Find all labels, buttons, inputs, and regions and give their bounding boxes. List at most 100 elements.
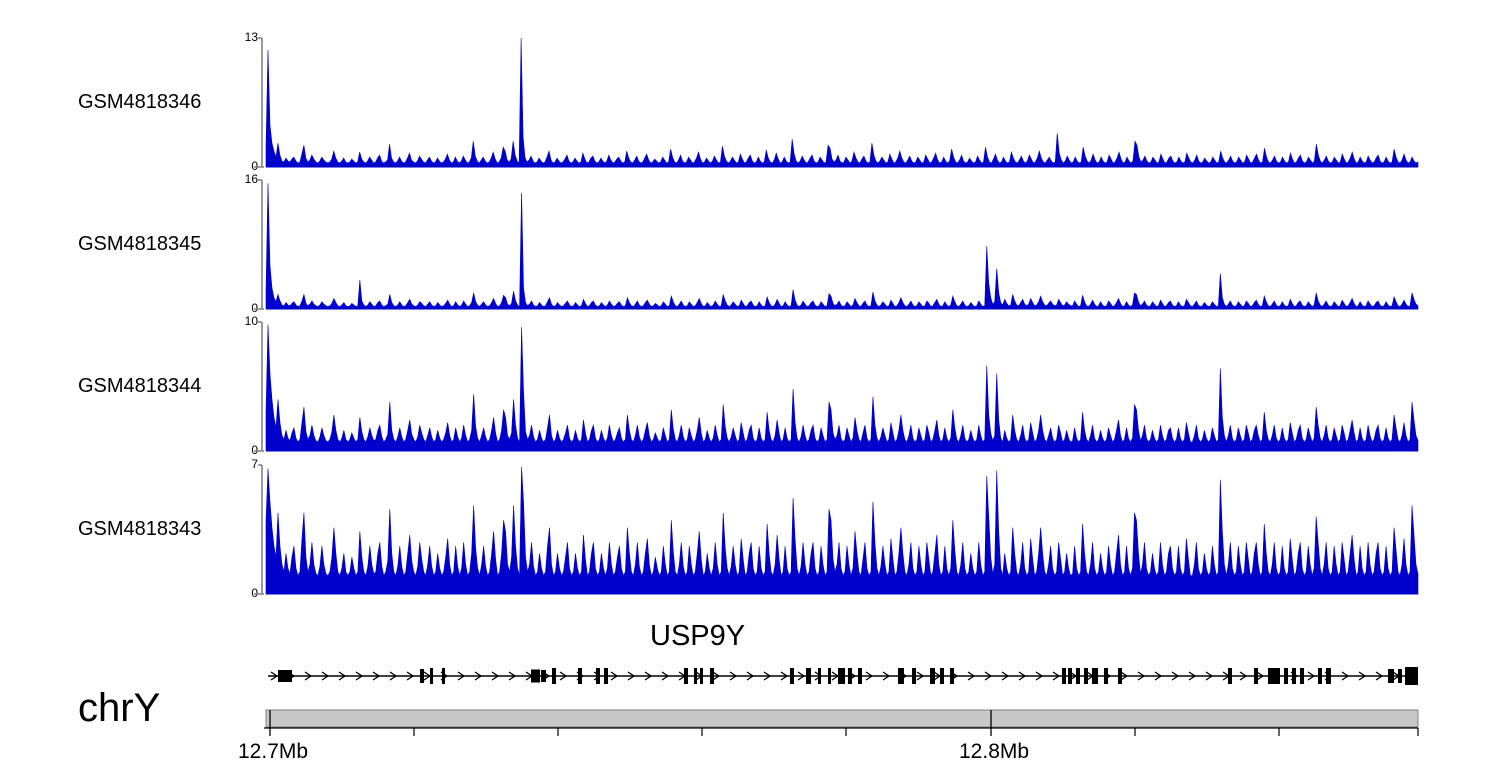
gene-exon: [1318, 668, 1322, 684]
gene-exon: [940, 668, 944, 684]
gene-model-track: [268, 667, 1418, 685]
gene-exon: [552, 668, 556, 684]
axis-min-label-GSM4818343: 0: [251, 586, 258, 600]
track-axis-bracket: [254, 37, 264, 168]
gene-exon: [420, 669, 424, 683]
signal-area-GSM4818346: [265, 37, 1419, 168]
track-axis-bracket: [254, 321, 264, 452]
gene-exon: [710, 668, 714, 684]
gene-exon: [1228, 668, 1232, 684]
strand-arrow-icon: [729, 671, 738, 681]
gene-exon: [838, 668, 845, 684]
gene-exon: [541, 670, 546, 682]
gene-exon: [1268, 668, 1280, 684]
strand-arrow-icon: [1171, 671, 1180, 681]
gene-exon: [818, 668, 821, 684]
strand-arrow-icon: [508, 671, 517, 681]
strand-arrow-icon: [389, 671, 398, 681]
strand-arrow-icon: [746, 671, 755, 681]
ideogram-bar: [265, 709, 1419, 728]
strand-arrow-icon: [882, 671, 891, 681]
axis-tick-label: 12.7Mb: [238, 740, 309, 763]
gene-exon: [1104, 668, 1108, 684]
gene-exon: [828, 668, 831, 684]
strand-arrow-icon: [1001, 671, 1010, 681]
axis-tick-label: 12.8Mb: [959, 740, 1030, 763]
signal-area-GSM4818343: [265, 466, 1419, 595]
strand-arrow-icon: [1341, 671, 1350, 681]
strand-arrow-icon: [355, 671, 364, 681]
track-label-GSM4818343: GSM4818343: [78, 517, 202, 540]
gene-exon: [1388, 669, 1394, 683]
strand-arrow-icon: [304, 671, 313, 681]
gene-exon: [1398, 669, 1402, 683]
signal-area-GSM4818344: [265, 324, 1419, 452]
strand-arrow-icon: [372, 671, 381, 681]
gene-exon: [1254, 668, 1258, 684]
axis-max-label-GSM4818345: 16: [244, 172, 258, 186]
strand-arrow-icon: [1375, 671, 1384, 681]
strand-arrow-icon: [797, 671, 806, 681]
strand-arrow-icon: [559, 671, 568, 681]
strand-arrow-icon: [1120, 671, 1129, 681]
strand-arrow-icon: [1018, 671, 1027, 681]
signal-track-GSM4818346: [254, 37, 1419, 168]
gene-exon: [1405, 667, 1418, 685]
gene-exon: [848, 668, 852, 684]
strand-arrow-icon: [627, 671, 636, 681]
gene-exon: [694, 668, 697, 684]
strand-arrow-icon: [1052, 671, 1061, 681]
gene-exon: [604, 668, 608, 684]
gene-exon: [898, 668, 904, 684]
gene-exon: [700, 668, 703, 684]
track-axis-bracket: [254, 464, 264, 595]
axis-max-label-GSM4818346: 13: [244, 30, 258, 44]
strand-arrow-icon: [916, 671, 925, 681]
axis-max-label-GSM4818343: 7: [251, 457, 258, 471]
strand-arrow-icon: [338, 671, 347, 681]
gene-exon: [1284, 668, 1288, 684]
gene-exon: [806, 668, 811, 684]
gene-exon: [278, 670, 292, 682]
strand-arrow-icon: [406, 671, 415, 681]
gene-name-label: USP9Y: [650, 620, 746, 652]
strand-arrow-icon: [780, 671, 789, 681]
axis-min-label-GSM4818345: 0: [251, 301, 258, 315]
track-label-GSM4818344: GSM4818344: [78, 374, 202, 397]
signal-track-GSM4818344: [254, 321, 1419, 452]
chromosome-label: chrY: [78, 686, 161, 730]
strand-arrow-icon: [1137, 671, 1146, 681]
gene-exon: [1076, 668, 1080, 684]
gene-exon: [1300, 668, 1304, 684]
strand-arrow-icon: [1035, 671, 1044, 681]
gene-exon: [790, 668, 794, 684]
strand-arrow-icon: [1239, 671, 1248, 681]
gene-exon: [1068, 668, 1072, 684]
gene-exon: [858, 668, 862, 684]
track-label-GSM4818345: GSM4818345: [78, 232, 202, 255]
axis-min-label-GSM4818344: 0: [251, 443, 258, 457]
strand-arrow-icon: [1188, 671, 1197, 681]
gene-exon: [531, 669, 540, 683]
gene-exon: [930, 668, 935, 684]
strand-arrow-icon: [491, 671, 500, 681]
strand-arrow-icon: [984, 671, 993, 681]
strand-arrow-icon: [644, 671, 653, 681]
gene-exon: [430, 668, 433, 684]
strand-arrow-icon: [967, 671, 976, 681]
axis-max-label-GSM4818344: 10: [244, 314, 258, 328]
strand-arrow-icon: [474, 671, 483, 681]
gene-exon: [1292, 668, 1296, 684]
track-axis-bracket: [254, 179, 264, 310]
gene-exon: [1118, 668, 1122, 684]
strand-arrow-icon: [1358, 671, 1367, 681]
strand-arrow-icon: [763, 671, 772, 681]
strand-arrow-icon: [457, 671, 466, 681]
strand-arrow-icon: [610, 671, 619, 681]
strand-arrow-icon: [1307, 671, 1316, 681]
gene-exon: [578, 668, 582, 684]
signal-area-GSM4818345: [265, 183, 1419, 310]
track-label-GSM4818346: GSM4818346: [78, 90, 202, 113]
gene-exon: [442, 668, 445, 684]
